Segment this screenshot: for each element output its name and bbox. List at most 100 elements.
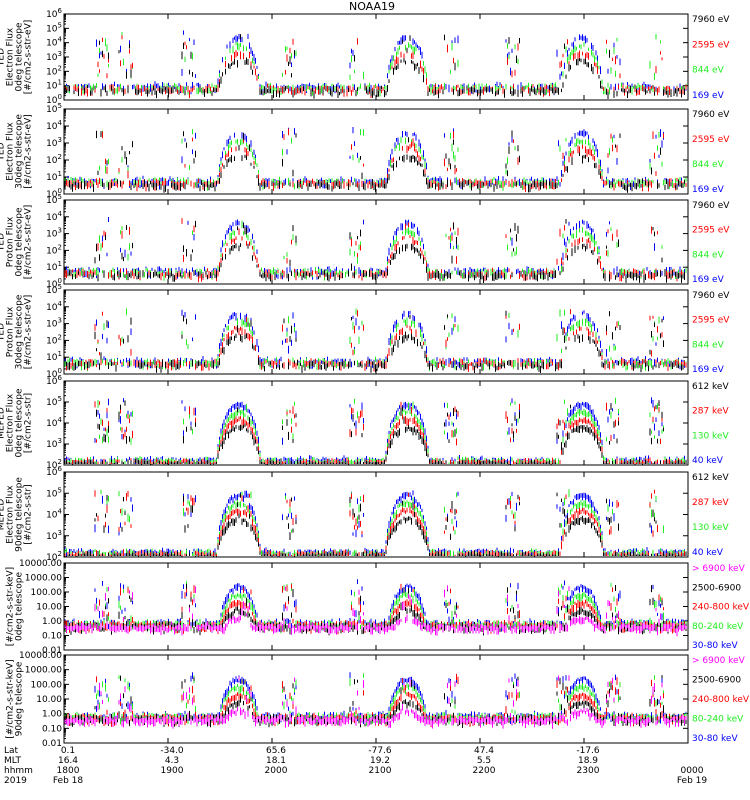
series-blue [64,217,685,280]
legend-entry: 80-240 keV [692,622,744,632]
legend-entry: 130 keV [692,431,729,441]
series-black [64,492,687,558]
legend-entry: 7960 eV [692,291,730,301]
y-tick-label: 103 [46,50,62,63]
y-tick-label: 104 [46,508,62,521]
panel-meped-electron-90deg: 102 103 104 105 106 MEPEDElectron Flux90deg t… [0,465,729,563]
y-tick-label: 0.01 [42,739,62,749]
y-tick-label: 105 [46,193,62,206]
legend-entry: 2595 eV [692,316,730,326]
panel-meped-electron-0deg: 102 103 104 105 106 MEPEDElectron Flux0deg te… [0,374,729,471]
series-black [66,310,684,373]
legend-entry: 844 eV [692,66,725,76]
y-tick-label: 101 [46,170,62,183]
y-tick-label: 105 [46,395,62,408]
series-magenta [64,675,687,729]
x-row-label: Lat [4,746,19,756]
x-tick-lat: 0.1 [61,746,75,756]
x-tick-mlt: 19.2 [370,756,390,766]
y-tick-label: 102 [46,64,62,77]
y-tick-label: 104 [46,119,62,132]
legend-entry: 612 keV [692,473,729,483]
x-row-label: hhmm [4,766,33,776]
y-tick-label: 1000.00 [25,574,62,584]
x-tick-mlt: 16.4 [58,756,78,766]
y-tick-label: 103 [46,227,62,240]
y-tick-label: 100 [46,187,62,200]
y-tick-label: 103 [46,529,62,542]
legend-entry: > 6900 keV [692,656,746,666]
legend-entry: 844 eV [692,250,725,260]
x-row-label: MLT [4,756,22,766]
y-axis-label: [#/cm2-s-str-keV]0deg telescope [6,567,25,646]
y-tick-label: 10000.00 [19,559,62,569]
y-tick-label: 1.00 [42,617,62,627]
legend-entry: > 6900 keV [692,564,746,574]
legend-entry: 2595 eV [692,226,730,236]
y-tick-label: 102 [46,243,62,256]
series-black [64,130,685,193]
y-axis-label: [#/cm2-s-str-keV]90deg telescope [6,659,25,738]
panel-ted-proton-30deg: 100 101 102 103 104 105 TEDProton Flux30deg te… [0,283,730,380]
x-tick-mlt: 5.5 [477,756,491,766]
y-tick-label: 100 [46,367,62,380]
x-tick-lat: -34.0 [160,746,184,756]
legend-entry: 80-240 keV [692,715,744,725]
panel-meped-proton-0deg: 0.01 0.10 1.00 10.00 100.00 1000.00 10000.00[#… [6,559,750,656]
y-axis-label: TEDElectron Flux30deg telescope[#/cm2-s-… [0,114,34,189]
y-tick-label: 100 [46,277,62,290]
panel-meped-proton-90deg: 0.01 0.10 1.00 10.00 100.00 1000.00 10000.00[#… [6,651,750,749]
y-axis-label: MEPEDElectron Flux0deg telescope[#/cm2-s… [0,388,34,458]
series-magenta [64,585,687,637]
legend-entry: 844 eV [692,340,725,350]
y-tick-label: 104 [46,416,62,429]
legend-entry: 2595 eV [692,135,730,145]
panel-ted-proton-0deg: 100 101 102 103 104 105 TEDProton Flux0deg tel… [0,193,730,290]
x-tick-hhmm: 2200 [473,766,496,776]
y-axis-label: MEPEDElectron Flux90deg telescope[#/cm2-… [0,477,34,552]
legend-entry: 612 keV [692,382,729,392]
x-tick-date: Feb 18 [53,776,84,786]
y-tick-label: 1.00 [42,710,62,720]
y-tick-label: 105 [46,102,62,115]
y-tick-label: 100 [46,93,62,106]
legend-entry: 169 eV [692,185,725,195]
panel-ted-electron-30deg: 100 101 102 103 104 105 TEDElectron Flux30deg … [0,102,730,200]
x-tick-mlt: 18.9 [578,756,598,766]
y-tick-label: 105 [46,283,62,296]
x-tick-lat: -77.6 [368,746,392,756]
legend-entry: 2500-6900 [692,676,741,686]
y-axis-label: TEDProton Flux30deg telescope[#/cm2-s-st… [0,294,34,369]
x-tick-hhmm: 2300 [577,766,600,776]
y-axis-label: TEDProton Flux0deg telescope[#/cm2-s-str… [0,205,34,280]
x-tick-date: Feb 19 [677,776,708,786]
y-tick-label: 100.00 [31,680,63,690]
y-tick-label: 105 [46,21,62,34]
legend-entry: 240-800 keV [692,695,750,705]
y-tick-label: 104 [46,36,62,49]
legend-entry: 2500-6900 [692,583,741,593]
legend-entry: 844 eV [692,160,725,170]
legend-entry: 2595 eV [692,40,730,50]
y-tick-label: 0.01 [42,646,62,656]
legend-entry: 130 keV [692,523,729,533]
series-blue [66,30,687,96]
x-tick-lat: 65.6 [266,746,286,756]
y-tick-label: 101 [46,350,62,363]
series-black [67,219,685,283]
y-tick-label: 105 [46,486,62,499]
y-tick-label: 101 [46,79,62,92]
y-tick-label: 101 [46,260,62,273]
legend-entry: 40 keV [692,456,724,466]
y-tick-label: 100.00 [31,588,63,598]
x-tick-lat: -17.6 [576,746,600,756]
y-tick-label: 103 [46,437,62,450]
x-tick-mlt: 18.1 [266,756,286,766]
y-tick-label: 104 [46,210,62,223]
legend-entry: 287 keV [692,407,729,417]
legend-entry: 169 eV [692,365,725,375]
series-green [64,397,687,464]
x-tick-hhmm: 2100 [369,766,392,776]
y-tick-label: 104 [46,300,62,313]
y-tick-label: 102 [46,458,62,471]
